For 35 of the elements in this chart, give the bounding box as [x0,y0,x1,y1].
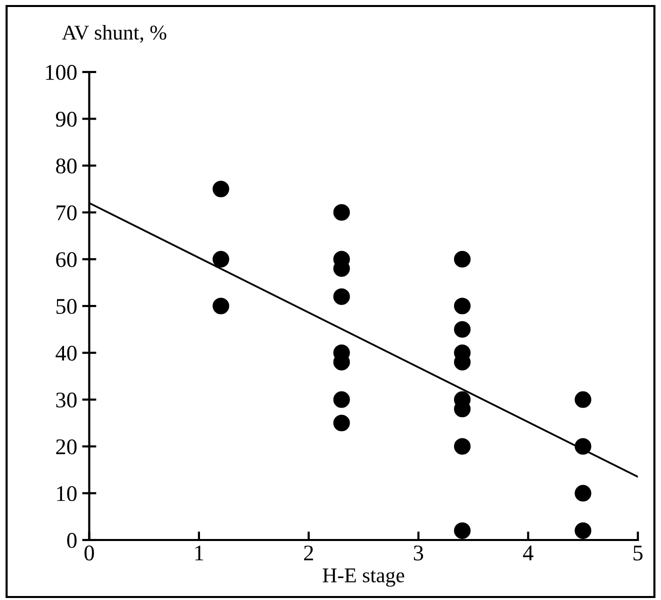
y-tick-label: 20 [56,439,77,454]
y-tick-label: 60 [56,252,77,268]
x-tick-label: 0 [84,546,94,560]
point [454,250,471,268]
y-tick-label: 40 [56,346,77,361]
x-tick-label: 1 [195,546,204,560]
point [212,180,230,198]
point [212,298,230,314]
point [333,391,350,408]
y-tick-label: 30 [56,392,77,408]
x-axis-title: H-E stage [322,568,404,587]
point [454,438,471,455]
y-tick-label: 80 [56,158,77,174]
x-tick-label: 3 [414,546,424,560]
point [454,522,471,539]
point [333,288,350,305]
point [574,484,592,502]
y-axis-title: AV shunt, % [62,25,166,43]
point [574,438,592,455]
y-tick-label: 70 [56,205,77,220]
x-tick-label: 5 [634,546,643,560]
y-tick-label: 50 [56,298,77,314]
x-tick-label: 2 [304,546,314,560]
point [574,522,592,539]
point [333,204,350,221]
point [333,414,350,432]
point [454,321,471,338]
point [454,298,471,314]
y-tick-label: 90 [56,112,77,127]
y-tick-label: 100 [46,64,77,80]
y-tick-label: 0 [67,532,77,548]
point [212,250,230,268]
y-tick-label: 10 [57,486,77,502]
point [574,391,592,408]
x-tick-label: 4 [523,546,534,560]
